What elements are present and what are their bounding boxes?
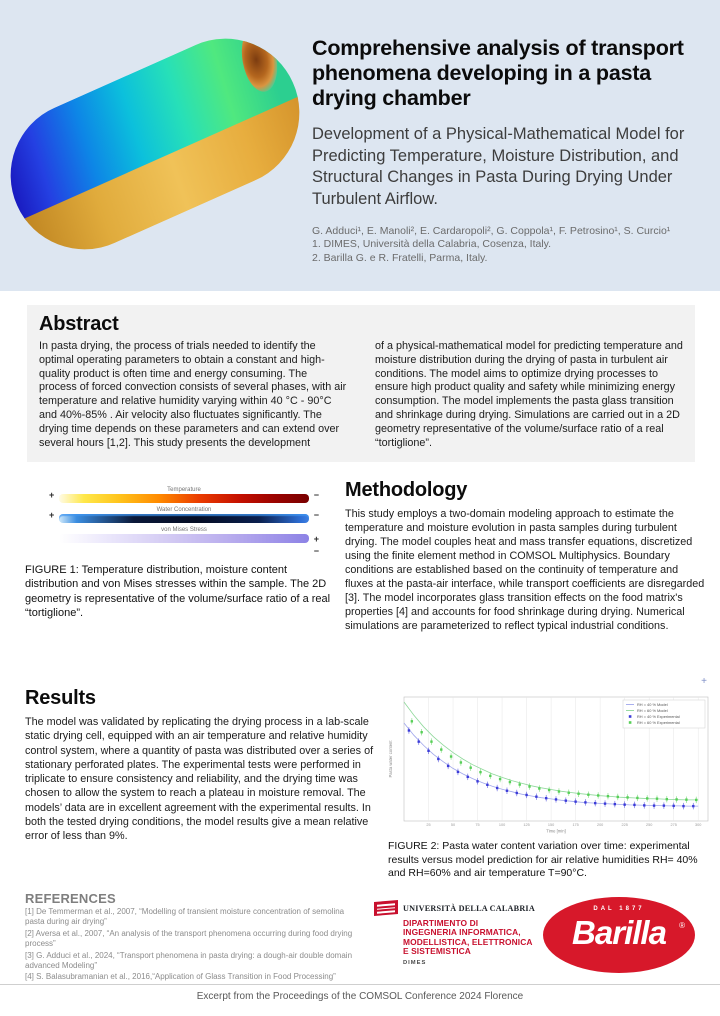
affiliation-1: 1. DIMES, Università della Calabria, Cos… bbox=[312, 238, 552, 251]
results-section: Results The model was validated by repli… bbox=[25, 687, 377, 843]
svg-text:125: 125 bbox=[523, 823, 529, 827]
figure1-block: Temperature + − Water Concentration + − … bbox=[25, 487, 343, 620]
vonmises-colorbar-label: von Mises Stress bbox=[161, 527, 207, 533]
figure2-caption: FIGURE 2: Pasta water content variation … bbox=[388, 840, 698, 880]
authors-line: G. Adduci¹, E. Manoli², E. Cardaropoli²,… bbox=[312, 225, 671, 238]
svg-text:225: 225 bbox=[621, 823, 627, 827]
poster-footer: Excerpt from the Proceedings of the COMS… bbox=[0, 984, 720, 1002]
poster-subtitle: Development of a Physical-Mathematical M… bbox=[312, 125, 685, 208]
reference-item: [2] Aversa et al., 2007, “An analysis of… bbox=[25, 928, 353, 949]
unical-dimes-label: DIMES bbox=[403, 959, 427, 966]
svg-text:RH = 60 % Experimental: RH = 60 % Experimental bbox=[637, 720, 680, 725]
svg-text:275: 275 bbox=[671, 823, 677, 827]
temperature-colorbar-label: Temperature bbox=[167, 487, 201, 493]
svg-text:Pasta water content: Pasta water content bbox=[388, 740, 393, 778]
unical-logo: UNIVERSITÀ DELLA CALABRIA DIPARTIMENTO D… bbox=[374, 899, 539, 966]
pasta-tube-shape bbox=[0, 14, 324, 274]
temperature-colorbar bbox=[59, 494, 309, 503]
svg-text:100: 100 bbox=[499, 823, 505, 827]
water-colorbar bbox=[59, 514, 309, 523]
poster-title: Comprehensive analysis of transport phen… bbox=[312, 36, 684, 111]
svg-text:75: 75 bbox=[475, 823, 479, 827]
methodology-body: This study employs a two-domain modeling… bbox=[345, 508, 705, 633]
water-colorbar-label: Water Concentration bbox=[156, 507, 212, 513]
pasta-3d-render bbox=[0, 14, 324, 278]
barilla-wordmark: Barilla bbox=[572, 914, 667, 951]
references-heading: REFERENCES bbox=[25, 891, 116, 906]
svg-text:50: 50 bbox=[451, 823, 455, 827]
reference-item: [4] S. Balasubramanian et al., 2016,“App… bbox=[25, 972, 336, 982]
unical-flag-icon bbox=[374, 899, 398, 917]
unical-dept-line: INGEGNERIA INFORMATICA, bbox=[403, 927, 521, 938]
abstract-heading: Abstract bbox=[39, 313, 119, 335]
methodology-section: Methodology This study employs a two-dom… bbox=[345, 479, 705, 633]
minus-sign: − bbox=[313, 510, 319, 520]
barilla-dal-1877: DAL 1877 bbox=[593, 906, 645, 912]
poster-header: Comprehensive analysis of transport phen… bbox=[0, 0, 720, 291]
references-section: REFERENCES [1] De Temmerman et al., 2007… bbox=[25, 891, 365, 983]
svg-text:175: 175 bbox=[572, 823, 578, 827]
temperature-colorbar-row: Temperature + − bbox=[49, 487, 319, 503]
figure1-caption: FIGURE 1: Temperature distribution, mois… bbox=[25, 564, 331, 619]
reference-item: [3] G. Adduci et al., 2024, “Transport p… bbox=[25, 950, 353, 970]
svg-text:RH = 40 % Experimental: RH = 40 % Experimental bbox=[637, 714, 680, 719]
abstract-column-left: In pasta drying, the process of trials n… bbox=[39, 340, 347, 449]
minus-sign: − bbox=[313, 490, 319, 500]
registered-trademark-icon: ® bbox=[679, 921, 685, 930]
reference-item: [1] De Temmerman et al., 2007, “Modellin… bbox=[25, 907, 345, 927]
svg-text:RH = 40 % Model: RH = 40 % Model bbox=[637, 702, 668, 707]
abstract-column-right: of a physical-mathematical model for pre… bbox=[375, 340, 683, 449]
plus-sign: + bbox=[49, 510, 55, 520]
plus-sign: + bbox=[313, 534, 319, 544]
results-heading: Results bbox=[25, 687, 96, 709]
footer-text: Excerpt from the Proceedings of the COMS… bbox=[196, 991, 524, 1002]
svg-text:RH = 60 % Model: RH = 60 % Model bbox=[637, 708, 668, 713]
svg-text:Time [min]: Time [min] bbox=[546, 829, 565, 834]
unical-department: DIPARTIMENTO DI INGEGNERIA INFORMATICA, … bbox=[403, 918, 539, 957]
vonmises-colorbar-row: von Mises Stress + − bbox=[59, 527, 319, 556]
affiliation-2: 2. Barilla G. e R. Fratelli, Parma, Ital… bbox=[312, 252, 488, 265]
unical-name: UNIVERSITÀ DELLA CALABRIA bbox=[403, 903, 535, 913]
figure2-chart: 25 50 75 100 125 150 175 200 225 250 275 300 Time [m… bbox=[388, 696, 709, 834]
title-block: Comprehensive analysis of transport phen… bbox=[312, 36, 708, 266]
svg-text:150: 150 bbox=[548, 823, 554, 827]
figure2-block: + 25 50 75 100 125 150 175 200 225 250 275 300 Time … bbox=[388, 676, 713, 881]
barilla-logo: DAL 1877 Barilla ® bbox=[543, 897, 695, 973]
water-colorbar-row: Water Concentration + − bbox=[49, 507, 319, 523]
svg-text:200: 200 bbox=[597, 823, 603, 827]
unical-dept-line: DIPARTIMENTO DI bbox=[403, 918, 479, 928]
abstract-section: Abstract In pasta drying, the process of… bbox=[27, 305, 695, 462]
minus-sign: − bbox=[313, 546, 319, 556]
svg-text:300: 300 bbox=[695, 823, 701, 827]
methodology-heading: Methodology bbox=[345, 479, 468, 501]
vonmises-colorbar bbox=[59, 534, 309, 543]
results-body: The model was validated by replicating t… bbox=[25, 716, 374, 842]
unical-dept-line: MODELLISTICA, ELETTRONICA bbox=[403, 936, 533, 947]
svg-text:25: 25 bbox=[426, 823, 430, 827]
plus-sign: + bbox=[49, 490, 55, 500]
svg-text:250: 250 bbox=[646, 823, 652, 827]
unical-dept-line: E SISTEMISTICA bbox=[403, 946, 471, 957]
plot-zoom-icon[interactable]: + bbox=[701, 676, 707, 687]
